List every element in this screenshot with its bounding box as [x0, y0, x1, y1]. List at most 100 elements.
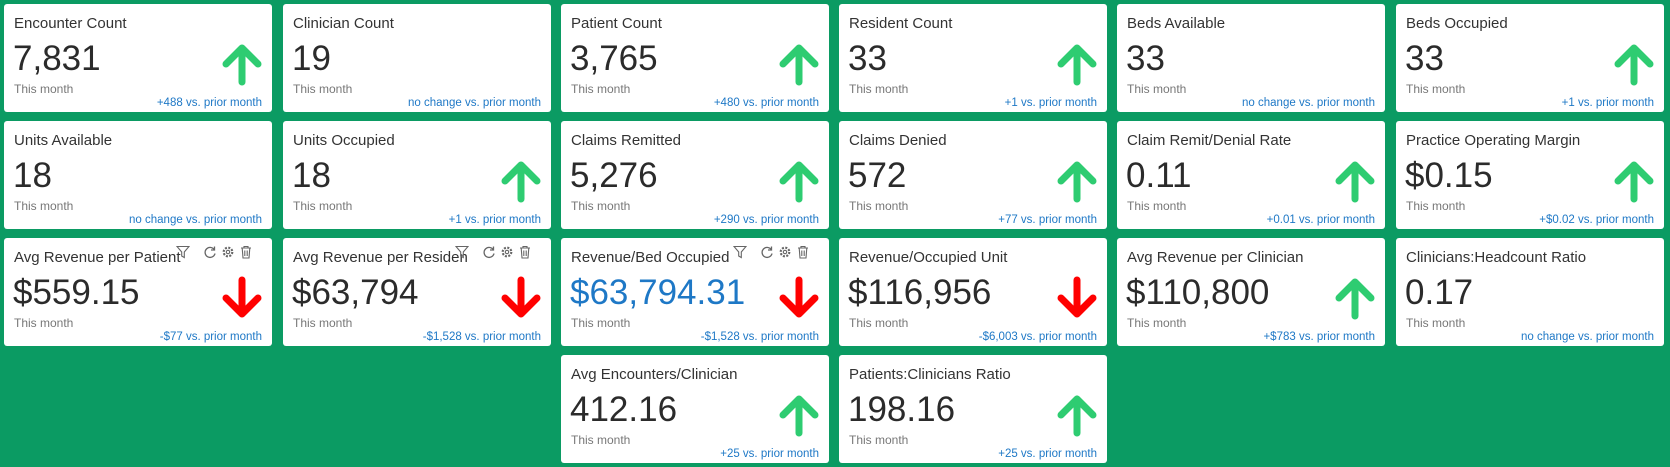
kpi-value: $0.15: [1405, 156, 1493, 195]
refresh-icon[interactable]: [203, 245, 217, 259]
kpi-period: This month: [571, 82, 631, 96]
kpi-period: This month: [849, 316, 909, 330]
kpi-title: Practice Operating Margin: [1406, 132, 1581, 149]
kpi-period: This month: [571, 316, 631, 330]
kpi-delta: +$783 vs. prior month: [1263, 331, 1375, 343]
kpi-card-claims-remitted[interactable]: Claims Remitted 5,276 This month +290 vs. p…: [561, 121, 829, 229]
kpi-title: Resident Count: [849, 15, 953, 32]
refresh-icon[interactable]: [482, 245, 496, 259]
kpi-value: 18: [292, 156, 331, 195]
kpi-card-beds-available[interactable]: Beds Available 33 This month no change vs. …: [1117, 4, 1385, 112]
kpi-card-avg-revenue-per-patient[interactable]: Avg Revenue per Patient $559.15 This month…: [4, 238, 272, 346]
kpi-delta: +290 vs. prior month: [713, 214, 819, 226]
kpi-delta: +1 vs. prior month: [1004, 97, 1097, 109]
filter-icon[interactable]: [176, 245, 190, 259]
kpi-value: 7,831: [13, 39, 101, 78]
kpi-card-practice-operating-margin[interactable]: Practice Operating Margin $0.15 This month…: [1396, 121, 1664, 229]
kpi-title: Units Occupied: [293, 132, 395, 149]
kpi-title: Clinician Count: [293, 15, 394, 32]
kpi-title: Avg Revenue per Patient: [14, 249, 181, 266]
kpi-title: Patients:Clinicians Ratio: [849, 366, 1011, 383]
kpi-value: 0.17: [1405, 273, 1474, 312]
kpi-period: This month: [14, 82, 74, 96]
kpi-delta: -$6,003 vs. prior month: [978, 331, 1097, 343]
kpi-card-patients-clinicians-ratio[interactable]: Patients:Clinicians Ratio 198.16 This mont…: [839, 355, 1107, 463]
kpi-delta: +25 vs. prior month: [998, 448, 1097, 460]
arrow-up-icon: [501, 161, 541, 203]
kpi-period: This month: [849, 82, 909, 96]
kpi-card-claim-remit-denial-rate[interactable]: Claim Remit/Denial Rate 0.11 This month +0.…: [1117, 121, 1385, 229]
kpi-delta: +77 vs. prior month: [998, 214, 1097, 226]
kpi-delta: no change vs. prior month: [408, 97, 541, 109]
kpi-delta: -$1,528 vs. prior month: [422, 331, 541, 343]
kpi-value: 3,765: [570, 39, 658, 78]
gear-icon[interactable]: [778, 245, 792, 259]
kpi-period: This month: [1406, 316, 1466, 330]
kpi-period: This month: [1406, 199, 1466, 213]
kpi-title: Revenue/Occupied Unit: [849, 249, 1008, 266]
arrow-up-icon: [779, 44, 819, 86]
kpi-card-revenue-occupied-unit[interactable]: Revenue/Occupied Unit $116,956 This month -…: [839, 238, 1107, 346]
kpi-title: Units Available: [14, 132, 113, 149]
kpi-period: This month: [849, 433, 909, 447]
kpi-value: 5,276: [570, 156, 658, 195]
kpi-delta: +1 vs. prior month: [448, 214, 541, 226]
kpi-card-avg-revenue-per-clinician[interactable]: Avg Revenue per Clinician $110,800 This mo…: [1117, 238, 1385, 346]
kpi-value: 18: [13, 156, 52, 195]
trash-icon[interactable]: [796, 245, 810, 259]
kpi-period: This month: [293, 199, 353, 213]
kpi-card-units-available[interactable]: Units Available 18 This month no change vs.…: [4, 121, 272, 229]
arrow-up-icon: [779, 395, 819, 437]
kpi-title: Avg Revenue per Residen: [293, 249, 468, 266]
arrow-up-icon: [1057, 395, 1097, 437]
kpi-value: 198.16: [848, 390, 956, 429]
kpi-card-units-occupied[interactable]: Units Occupied 18 This month +1 vs. prior m…: [283, 121, 551, 229]
kpi-value: $110,800: [1126, 273, 1270, 312]
kpi-value: 19: [292, 39, 331, 78]
kpi-card-clinicians-headcount-ratio[interactable]: Clinicians:Headcount Ratio 0.17 This month…: [1396, 238, 1664, 346]
kpi-period: This month: [849, 199, 909, 213]
kpi-period: This month: [571, 433, 631, 447]
arrow-up-icon: [1057, 44, 1097, 86]
arrow-up-icon: [222, 44, 262, 86]
arrow-down-icon: [779, 276, 819, 318]
kpi-period: This month: [293, 316, 353, 330]
arrow-up-icon: [1614, 161, 1654, 203]
kpi-value[interactable]: $63,794.31: [570, 273, 746, 312]
kpi-delta: -$1,528 vs. prior month: [700, 331, 819, 343]
kpi-value: 412.16: [570, 390, 678, 429]
gear-icon[interactable]: [500, 245, 514, 259]
filter-icon[interactable]: [455, 245, 469, 259]
kpi-value: 572: [848, 156, 907, 195]
kpi-card-patient-count[interactable]: Patient Count 3,765 This month +480 vs. pri…: [561, 4, 829, 112]
kpi-period: This month: [1406, 82, 1466, 96]
kpi-title: Encounter Count: [14, 15, 127, 32]
trash-icon[interactable]: [518, 245, 532, 259]
kpi-delta: no change vs. prior month: [1242, 97, 1375, 109]
kpi-title: Claims Denied: [849, 132, 947, 149]
kpi-title: Avg Revenue per Clinician: [1127, 249, 1304, 266]
kpi-card-avg-encounters-clinician[interactable]: Avg Encounters/Clinician 412.16 This month…: [561, 355, 829, 463]
kpi-delta: no change vs. prior month: [129, 214, 262, 226]
refresh-icon[interactable]: [760, 245, 774, 259]
gear-icon[interactable]: [221, 245, 235, 259]
trash-icon[interactable]: [239, 245, 253, 259]
kpi-card-resident-count[interactable]: Resident Count 33 This month +1 vs. prior m…: [839, 4, 1107, 112]
kpi-period: This month: [571, 199, 631, 213]
filter-icon[interactable]: [733, 245, 747, 259]
kpi-card-claims-denied[interactable]: Claims Denied 572 This month +77 vs. prior …: [839, 121, 1107, 229]
kpi-card-beds-occupied[interactable]: Beds Occupied 33 This month +1 vs. prior mo…: [1396, 4, 1664, 112]
arrow-up-icon: [779, 161, 819, 203]
kpi-card-avg-revenue-per-residen[interactable]: Avg Revenue per Residen $63,794 This month…: [283, 238, 551, 346]
kpi-value: 33: [1405, 39, 1444, 78]
kpi-card-revenue-bed-occupied[interactable]: Revenue/Bed Occupied $63,794.31 This month…: [561, 238, 829, 346]
kpi-period: This month: [14, 316, 74, 330]
kpi-value: 33: [848, 39, 887, 78]
kpi-card-clinician-count[interactable]: Clinician Count 19 This month no change vs.…: [283, 4, 551, 112]
kpi-delta: +488 vs. prior month: [156, 97, 262, 109]
kpi-card-encounter-count[interactable]: Encounter Count 7,831 This month +488 vs. p…: [4, 4, 272, 112]
kpi-title: Patient Count: [571, 15, 662, 32]
kpi-title: Claims Remitted: [571, 132, 682, 149]
kpi-period: This month: [1127, 316, 1187, 330]
kpi-title: Beds Occupied: [1406, 15, 1508, 32]
